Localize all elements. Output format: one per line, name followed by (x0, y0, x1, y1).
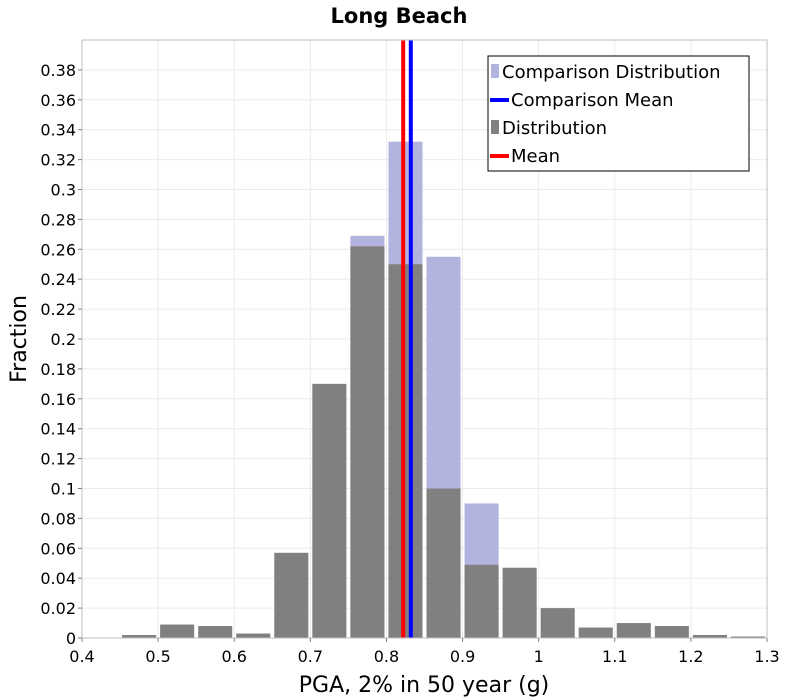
y-tick-label: 0.2 (51, 330, 76, 349)
grid (82, 40, 767, 638)
x-tick-label: 0.8 (374, 647, 399, 666)
y-tick-label: 0 (66, 629, 76, 648)
y-tick-label: 0.18 (40, 360, 76, 379)
distribution-bar (464, 564, 499, 638)
legend-swatch-comparison-distribution (491, 64, 499, 78)
y-tick-label: 0.36 (40, 91, 76, 110)
x-tick-label: 1 (534, 647, 544, 666)
distribution-bar (616, 623, 651, 638)
x-tick-label: 0.4 (69, 647, 94, 666)
y-tick-label: 0.16 (40, 390, 76, 409)
y-axis-ticks: 0 0.02 0.04 0.06 0.08 0.1 0.12 0.14 0.16 0.18 0.2 0… (40, 61, 82, 648)
y-axis-label: Fraction (7, 295, 32, 383)
x-tick-label: 0.9 (450, 647, 475, 666)
legend-box (487, 55, 750, 172)
distribution-bar (312, 383, 347, 638)
distribution-bar (692, 635, 727, 638)
y-tick-label: 0.04 (40, 569, 76, 588)
y-tick-label: 0.02 (40, 599, 76, 618)
chart-title: Long Beach (331, 4, 468, 28)
y-tick-label: 0.38 (40, 61, 76, 80)
y-tick-label: 0.06 (40, 539, 76, 558)
distribution-bar (160, 624, 195, 638)
distribution-bar (350, 246, 385, 638)
y-tick-label: 0.12 (40, 450, 76, 469)
x-tick-label: 1.2 (678, 647, 703, 666)
distribution-bar (274, 552, 309, 638)
legend-label-distribution: Distribution (502, 118, 607, 139)
distribution-bar (540, 608, 575, 638)
y-tick-label: 0.32 (40, 151, 76, 170)
y-tick-label: 0.24 (40, 270, 76, 289)
distribution-bar (198, 626, 233, 638)
y-tick-label: 0.28 (40, 210, 76, 229)
legend-swatch-mean (490, 154, 509, 158)
y-tick-label: 0.14 (40, 420, 76, 439)
legend: Comparison Distribution Comparison Mean … (487, 55, 750, 172)
distribution-bars (122, 246, 765, 638)
mean-lines (401, 40, 413, 638)
y-tick-label: 0.1 (51, 480, 76, 499)
y-tick-label: 0.26 (40, 240, 76, 259)
x-axis-label: PGA, 2% in 50 year (g) (299, 673, 550, 698)
legend-label-comparison-distribution: Comparison Distribution (502, 62, 721, 83)
legend-swatch-comparison-mean (490, 98, 509, 102)
y-tick-label: 0.34 (40, 121, 76, 140)
distribution-bar (502, 567, 537, 638)
distribution-bar (122, 635, 157, 638)
legend-swatch-distribution (491, 120, 499, 134)
y-tick-label: 0.08 (40, 509, 76, 528)
y-tick-label: 0.22 (40, 300, 76, 319)
x-tick-label: 0.7 (298, 647, 323, 666)
x-tick-label: 0.5 (145, 647, 170, 666)
distribution-bar (578, 627, 613, 638)
legend-label-mean: Mean (511, 146, 560, 167)
x-tick-label: 1.1 (602, 647, 627, 666)
x-axis-ticks: 0.4 0.5 0.6 0.7 0.8 0.9 1 1.1 1.2 1.3 (69, 638, 780, 666)
legend-label-comparison-mean: Comparison Mean (511, 90, 674, 111)
y-tick-label: 0.3 (51, 181, 76, 200)
distribution-bar (426, 488, 461, 638)
distribution-bar (654, 626, 689, 638)
x-tick-label: 1.3 (754, 647, 779, 666)
x-tick-label: 0.6 (221, 647, 246, 666)
distribution-bar (388, 264, 423, 638)
distribution-bar (236, 633, 271, 638)
distribution-bar (730, 636, 765, 638)
